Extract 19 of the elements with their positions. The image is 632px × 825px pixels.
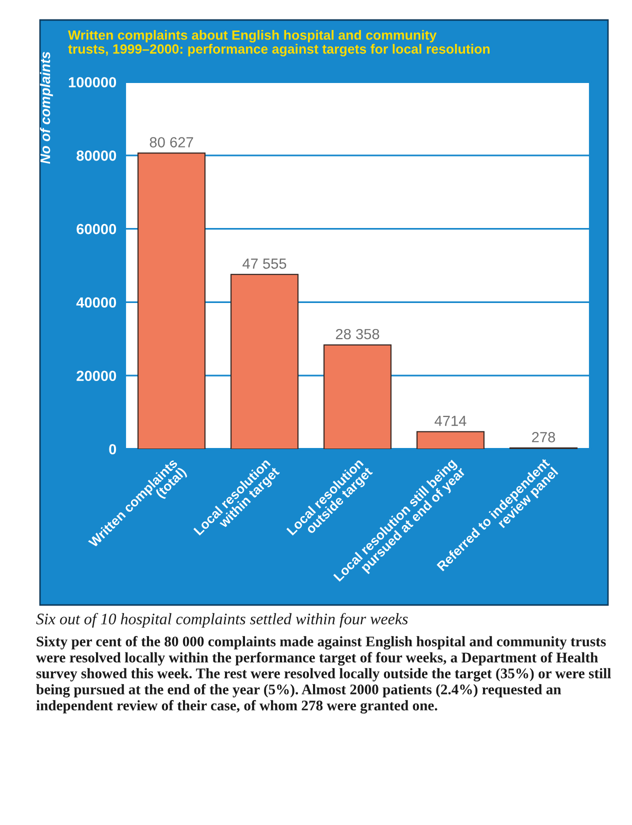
bar: [416, 431, 485, 449]
data-label: 28 358: [336, 328, 380, 340]
bar: [230, 274, 299, 449]
y-tick-label: 20000: [76, 370, 116, 382]
text: Six out of 10 hospital complaints settled within four weeks: [36, 613, 408, 628]
y-tick-label: 40000: [76, 297, 116, 308]
data-label: 278: [532, 432, 556, 442]
data-label: 47 555: [242, 258, 286, 269]
y-tick-label: 100000: [68, 77, 116, 88]
chart-title: Written complaints about English hospital and community trusts, 1999–2000: performance against targets for local resolution: [68, 30, 490, 56]
bar: [323, 344, 392, 449]
y-tick-label: 60000: [76, 224, 116, 234]
y-axis-title: No of complaints: [40, 52, 53, 164]
y-tick-label: 0: [109, 444, 116, 454]
text: Sixty per cent of the 80 000 complaints made against English hospital and community trusts were resolved locally within the performance target of four weeks, a Department of Health survey showed this week. The rest were resolved locally outside the target (35%) or were still being pursued at the end of the year (5%). Almost 2000 patients (2.4%) requested an independent review of their case, of whom 278 were granted one.: [36, 636, 611, 714]
y-tick-label: 80000: [76, 150, 116, 161]
data-label: 4714: [434, 416, 466, 426]
data-label: 80 627: [150, 137, 194, 148]
bar: [137, 152, 206, 449]
